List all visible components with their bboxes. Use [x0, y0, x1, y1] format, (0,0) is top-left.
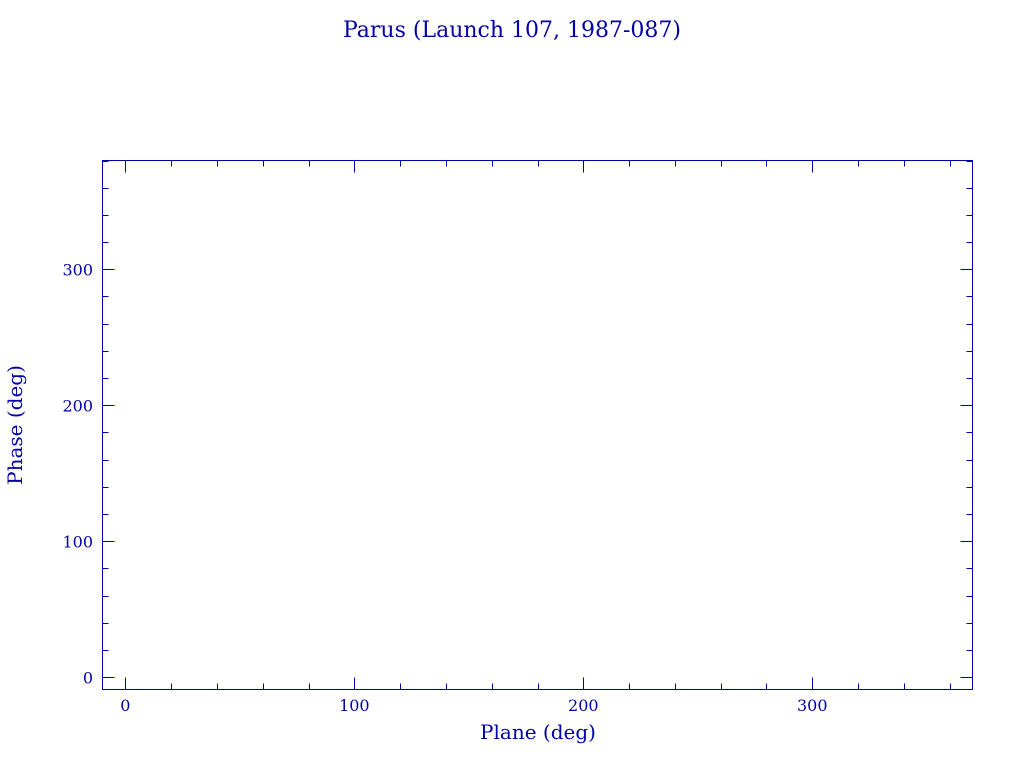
x-tick-label: 200: [568, 696, 599, 715]
plot-frame: [102, 160, 973, 690]
x-tick-label: 300: [797, 696, 828, 715]
y-axis-label: Phase (deg): [3, 365, 27, 485]
chart-title: Parus (Launch 107, 1987-087): [343, 18, 681, 43]
tick-labels: 0 100 200 300 0 100 200 300: [62, 260, 827, 715]
axis-ticks: [102, 160, 973, 690]
y-tick-label: 200: [62, 396, 93, 415]
x-axis-label: Plane (deg): [480, 720, 596, 744]
y-tick-label: 300: [62, 260, 93, 279]
x-tick-label: 100: [339, 696, 370, 715]
x-tick-label: 0: [120, 696, 130, 715]
y-tick-label: 100: [62, 532, 93, 551]
y-tick-label: 0: [83, 668, 93, 687]
